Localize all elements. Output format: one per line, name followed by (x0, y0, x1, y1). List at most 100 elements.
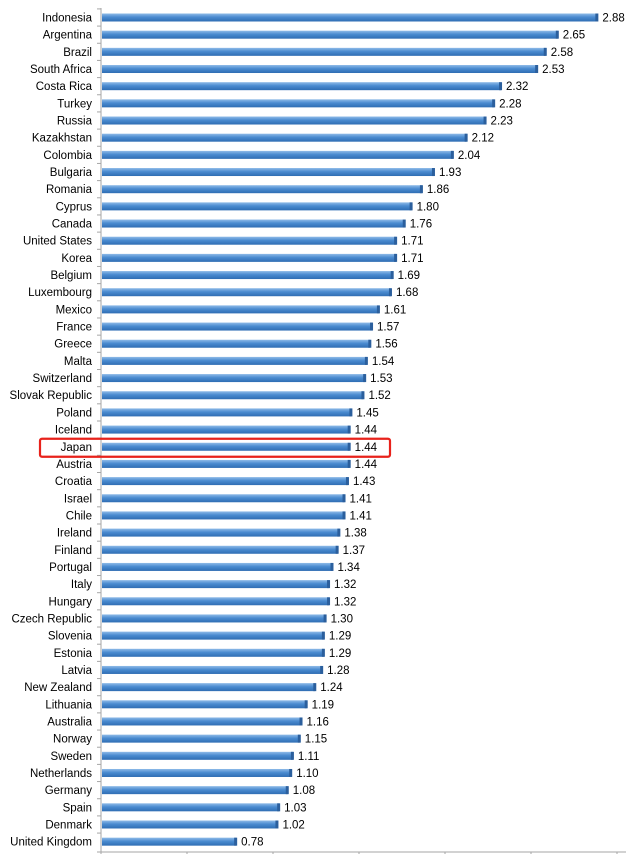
bar-body (102, 47, 546, 56)
bar-body (102, 13, 598, 22)
labels-layer: Indonesia 2.88 Argentina 2.65 Brazil 2.58 Sout… (10, 13, 625, 849)
bar-body (102, 717, 302, 726)
bar-body (102, 459, 350, 468)
bar-cap (376, 305, 380, 314)
bar-body (102, 288, 391, 297)
category-label: Mexico (56, 304, 92, 316)
category-label: Luxembourg (28, 287, 92, 299)
bar-japan (102, 442, 351, 451)
category-label: Spain (63, 802, 92, 814)
bar-body (102, 614, 326, 623)
bar-body (102, 751, 293, 760)
category-label: Israel (64, 493, 92, 505)
bar-body (102, 631, 324, 640)
bar-body (102, 820, 278, 829)
value-label: 2.23 (491, 116, 513, 128)
category-label: Italy (71, 579, 92, 591)
bar-body (102, 580, 330, 589)
category-label: Lithuania (45, 699, 92, 711)
bar-body (102, 99, 495, 108)
bar-cap (361, 391, 365, 400)
bar-body (102, 322, 373, 331)
category-label: Ireland (57, 528, 92, 540)
value-label: 1.29 (329, 631, 351, 643)
bar-germany (102, 786, 289, 795)
value-label: 2.65 (563, 30, 585, 42)
bar-cap (370, 322, 374, 331)
bar-body (102, 425, 350, 434)
bar-body (102, 133, 467, 142)
bar-brazil (102, 47, 547, 56)
value-label: 1.71 (401, 236, 423, 248)
value-label: 1.52 (368, 390, 390, 402)
bar-cap (595, 13, 599, 22)
value-label: 1.53 (370, 373, 392, 385)
bar-cap (347, 425, 351, 434)
bar-slovak-republic (102, 391, 365, 400)
bar-cap (275, 820, 279, 829)
bar-body (102, 494, 345, 503)
category-label: Switzerland (33, 373, 92, 385)
value-label: 1.03 (284, 802, 306, 814)
value-label: 1.10 (296, 768, 318, 780)
category-label: France (56, 322, 92, 334)
bar-malta (102, 356, 368, 365)
category-label: Czech Republic (11, 613, 92, 625)
category-label: Australia (47, 716, 92, 728)
value-label: 1.69 (398, 270, 420, 282)
bar-body (102, 477, 348, 486)
bar-estonia (102, 648, 325, 657)
value-label: 1.24 (320, 682, 343, 694)
category-label: United States (23, 236, 92, 248)
category-label: Russia (57, 116, 93, 128)
bar-lithuania (102, 700, 308, 709)
value-label: 1.37 (343, 545, 365, 557)
value-label: 1.86 (427, 184, 449, 196)
category-label: New Zealand (24, 682, 92, 694)
category-label: Croatia (55, 476, 93, 488)
bar-portugal (102, 562, 334, 571)
value-label: 1.38 (344, 528, 366, 540)
bar-cap (327, 580, 331, 589)
bar-korea (102, 253, 398, 262)
bar-south-africa (102, 65, 539, 74)
value-label: 1.93 (439, 167, 461, 179)
value-label: 1.54 (372, 356, 395, 368)
bar-body (102, 168, 434, 177)
category-label: Indonesia (42, 13, 92, 25)
bar-cap (492, 99, 496, 108)
bar-indonesia (102, 13, 599, 22)
bar-hungary (102, 597, 331, 606)
category-label: Slovenia (48, 631, 93, 643)
category-label: Denmark (45, 819, 92, 831)
value-label: 2.04 (458, 150, 481, 162)
bar-body (102, 734, 300, 743)
category-label: Japan (61, 442, 92, 454)
value-label: 1.71 (401, 253, 423, 265)
category-label: Netherlands (30, 768, 92, 780)
category-label: Romania (46, 184, 93, 196)
bar-body (102, 545, 338, 554)
category-label: Chile (66, 510, 92, 522)
category-label: Latvia (61, 665, 92, 677)
value-label: 1.41 (350, 510, 372, 522)
value-label: 1.76 (410, 219, 432, 231)
bar-cap (543, 47, 547, 56)
bar-cap (299, 717, 303, 726)
bar-body (102, 82, 502, 91)
bar-body (102, 271, 393, 280)
category-label: Turkey (57, 98, 92, 110)
bar-cap (285, 786, 289, 795)
value-label: 1.34 (337, 562, 360, 574)
bar-body (102, 768, 292, 777)
value-label: 1.19 (312, 699, 334, 711)
bar-body (102, 65, 538, 74)
bar-cap (394, 236, 398, 245)
category-label: South Africa (30, 64, 93, 76)
category-label: Kazakhstan (32, 133, 92, 145)
value-label: 1.41 (350, 493, 372, 505)
bar-netherlands (102, 768, 293, 777)
bar-cap (535, 65, 539, 74)
bar-body (102, 837, 237, 846)
category-label: Colombia (43, 150, 92, 162)
